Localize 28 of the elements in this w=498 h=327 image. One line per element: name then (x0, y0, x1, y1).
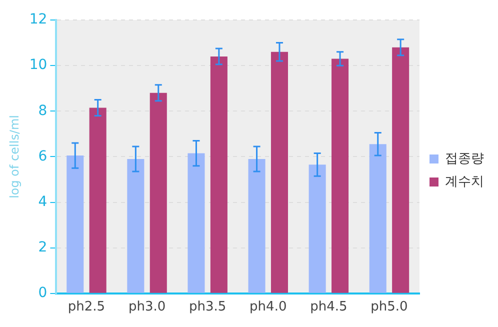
x-tick-label: ph4.0 (250, 300, 287, 315)
x-tick-label: ph3.0 (128, 300, 166, 315)
y-tick-label: 4 (38, 194, 48, 210)
bar (150, 92, 167, 293)
y-tick-label: 8 (38, 102, 48, 119)
bar (89, 108, 106, 293)
bar (332, 58, 349, 293)
y-tick-label: 10 (29, 57, 48, 74)
y-tick-label: 6 (38, 148, 48, 164)
x-tick-label: ph3.5 (188, 300, 226, 315)
bar (369, 144, 386, 293)
x-tick-label: ph2.5 (68, 300, 106, 315)
bar (308, 164, 326, 293)
bar (127, 158, 144, 293)
legend-label: 접종량 (445, 151, 484, 166)
bar (66, 156, 84, 293)
bar (248, 158, 266, 293)
bar (392, 47, 410, 293)
bar (188, 153, 205, 293)
y-tick-label: 2 (38, 239, 48, 256)
y-tick-label: 0 (38, 285, 48, 302)
bar (210, 56, 228, 293)
bar (270, 52, 288, 293)
y-axis-title: log of cells/ml (7, 114, 22, 198)
legend-label: 계수치 (445, 174, 484, 190)
x-tick-label: ph4.5 (310, 300, 348, 315)
x-tick-label: ph5.0 (370, 300, 408, 315)
y-tick-label: 12 (29, 12, 48, 28)
